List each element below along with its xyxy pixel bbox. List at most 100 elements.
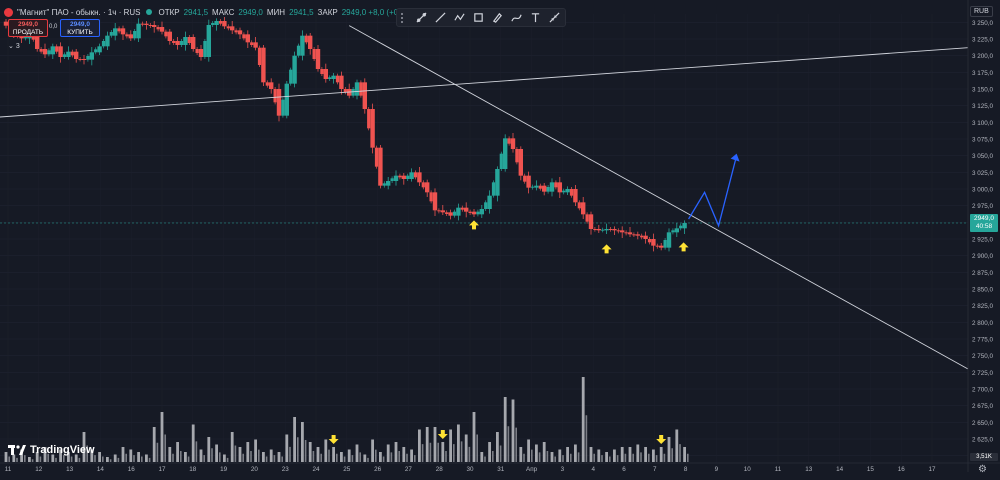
volume-bar xyxy=(585,415,588,462)
volume-bar xyxy=(655,455,658,462)
candle-body xyxy=(476,211,480,215)
candle-body xyxy=(253,42,258,48)
support-arrow-up-icon xyxy=(678,242,689,252)
candle-body xyxy=(167,31,172,41)
candle-body xyxy=(78,59,82,60)
volume-bar xyxy=(82,432,86,462)
volume-arrow-down-icon xyxy=(328,435,339,444)
candle-body xyxy=(86,56,90,60)
measure-icon[interactable] xyxy=(546,10,563,25)
x-tick-label: 27 xyxy=(405,466,413,473)
volume-bar xyxy=(273,455,276,462)
zigzag-icon[interactable] xyxy=(451,10,468,25)
symbol-title[interactable]: "Магнит" ПАО - обыкн. · 1ч · RUS xyxy=(17,7,141,17)
candle-body xyxy=(666,232,672,248)
volume-bar xyxy=(464,434,468,462)
candle-timer: 40:58 xyxy=(975,223,993,230)
volume-bar xyxy=(106,457,109,462)
candle-body xyxy=(296,45,301,56)
y-tick-label: 2 850,0 xyxy=(972,287,994,294)
y-tick-label: 2 675,0 xyxy=(972,403,994,410)
ray-icon[interactable] xyxy=(432,10,449,25)
y-tick-label: 2 650,0 xyxy=(972,420,994,427)
volume-bar xyxy=(332,447,335,462)
candle-body xyxy=(89,52,94,60)
candle-body xyxy=(226,26,230,29)
candle-body xyxy=(250,42,254,45)
volume-bar xyxy=(371,439,374,462)
candle-body xyxy=(569,189,574,196)
volume-bar xyxy=(394,442,398,462)
open-label: ОТКР xyxy=(158,7,180,17)
y-tick-label: 3 075,0 xyxy=(972,137,994,144)
candle-body xyxy=(557,182,562,193)
volume-bar xyxy=(616,455,619,462)
candle-body xyxy=(179,41,184,45)
candle-body xyxy=(343,89,347,93)
volume-bar xyxy=(468,446,471,462)
y-tick-label: 2 750,0 xyxy=(972,353,994,360)
candle-body xyxy=(289,69,293,84)
y-tick-label: 2 975,0 xyxy=(972,203,994,210)
candle-body xyxy=(105,35,110,47)
y-tick-label: 2 775,0 xyxy=(972,337,994,344)
volume-bar xyxy=(527,439,530,462)
volume-bar xyxy=(238,447,242,462)
volume-bar xyxy=(145,454,148,462)
volume-bar xyxy=(390,452,393,462)
volume-bar xyxy=(519,447,523,462)
volume-bar xyxy=(499,445,502,462)
drag-handle-icon[interactable] xyxy=(401,12,407,23)
candle-body xyxy=(608,229,613,230)
candle-body xyxy=(101,41,106,47)
sell-button[interactable]: 2949,0 ПРОДАТЬ xyxy=(8,19,48,37)
close-value: 2949,0 +8,0 (+0,27%) xyxy=(341,7,420,17)
brush-icon[interactable] xyxy=(489,10,506,25)
close-label: ЗАКР xyxy=(317,7,338,17)
low-value: 2941,5 xyxy=(289,7,314,17)
volume-bar xyxy=(667,437,671,462)
symbol-logo-icon xyxy=(4,7,13,17)
settings-gear-icon[interactable]: ⚙ xyxy=(978,464,987,475)
volume-bar xyxy=(258,449,260,462)
candle-body xyxy=(588,214,594,229)
rectangle-icon[interactable] xyxy=(470,10,487,25)
trend-line-icon[interactable] xyxy=(413,10,430,25)
volume-bar xyxy=(644,447,647,462)
candle-body xyxy=(464,207,469,212)
x-tick-label: 25 xyxy=(343,466,351,473)
candle-body xyxy=(218,21,223,24)
volume-bar xyxy=(336,453,338,462)
candle-body xyxy=(460,207,464,210)
volume-bar xyxy=(386,444,390,462)
candle-body xyxy=(554,182,558,188)
candle-body xyxy=(120,28,126,35)
x-tick-label: 4 xyxy=(591,466,595,473)
candle-body xyxy=(406,175,410,179)
candle-body xyxy=(378,147,383,186)
volume-bar xyxy=(24,455,26,462)
x-tick-label: 24 xyxy=(312,466,320,473)
indicators-toggle[interactable]: ⌄ 3 xyxy=(8,43,20,50)
candle-body xyxy=(647,239,652,243)
volume-bar xyxy=(632,453,634,462)
text-icon[interactable] xyxy=(527,10,544,25)
volume-bars xyxy=(4,377,689,462)
volume-bar xyxy=(355,444,359,462)
volume-bar xyxy=(246,442,250,462)
volume-bar xyxy=(63,455,65,462)
x-tick-label: 8 xyxy=(684,466,688,473)
path-icon[interactable] xyxy=(508,10,525,25)
y-tick-label: 2 800,0 xyxy=(972,320,994,327)
candle-body xyxy=(538,185,542,189)
time-axis[interactable]: 11 12 13 14 16 17 18 19 20 23 24 25 26 27 28 30 31 Апр 3 4 6… xyxy=(0,462,1000,473)
volume-bar xyxy=(265,456,268,462)
currency-badge[interactable]: RUB xyxy=(970,6,993,17)
candle-body xyxy=(242,34,246,39)
volume-bar xyxy=(367,457,369,462)
volume-bar xyxy=(687,453,689,462)
volume-bar xyxy=(226,457,229,462)
candle-body xyxy=(445,212,449,214)
buy-button[interactable]: 2949,0 КУПИТЬ xyxy=(60,19,100,37)
